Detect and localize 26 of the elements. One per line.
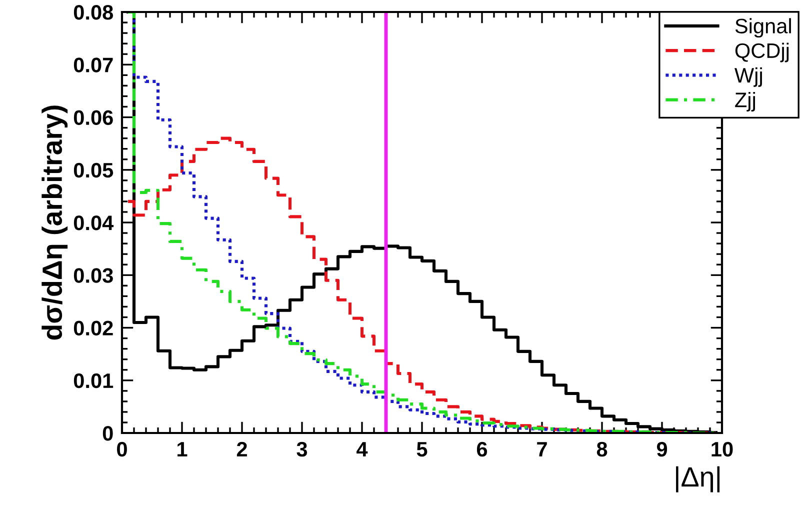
legend-label: Signal: [735, 18, 791, 38]
legend-label: Wjj: [734, 67, 762, 87]
x-tick-label: 0: [117, 442, 127, 457]
y-tick-label: 0.06: [74, 110, 113, 126]
x-axis-title: |Δη|: [676, 466, 720, 492]
y-axis-title: dσ/dΔη (arbitrary): [42, 106, 68, 340]
x-tick-label: 3: [296, 442, 308, 457]
legend-label: QCDjj: [735, 42, 789, 62]
x-tick-label: 4: [356, 442, 368, 456]
y-tick-label: 0.07: [74, 58, 113, 72]
y-tick-label: 0: [102, 426, 113, 441]
y-tick-label: 0.01: [74, 373, 114, 388]
x-tick-label: 7: [537, 442, 547, 456]
y-tick-label: 0.05: [74, 162, 114, 178]
x-tick-label: 5: [416, 442, 428, 457]
y-tick-label: 0.02: [74, 320, 113, 336]
x-tick-label: 9: [656, 442, 668, 457]
x-tick-label: 10: [712, 442, 733, 457]
x-tick-label: 2: [236, 442, 247, 456]
legend-label: Zjj: [735, 92, 756, 112]
x-tick-label: 8: [596, 442, 608, 457]
x-tick-label: 6: [476, 442, 488, 457]
x-tick-label: 1: [178, 442, 188, 456]
y-tick-label: 0.08: [74, 5, 114, 20]
y-tick-label: 0.04: [74, 216, 114, 230]
y-tick-label: 0.03: [74, 268, 113, 283]
